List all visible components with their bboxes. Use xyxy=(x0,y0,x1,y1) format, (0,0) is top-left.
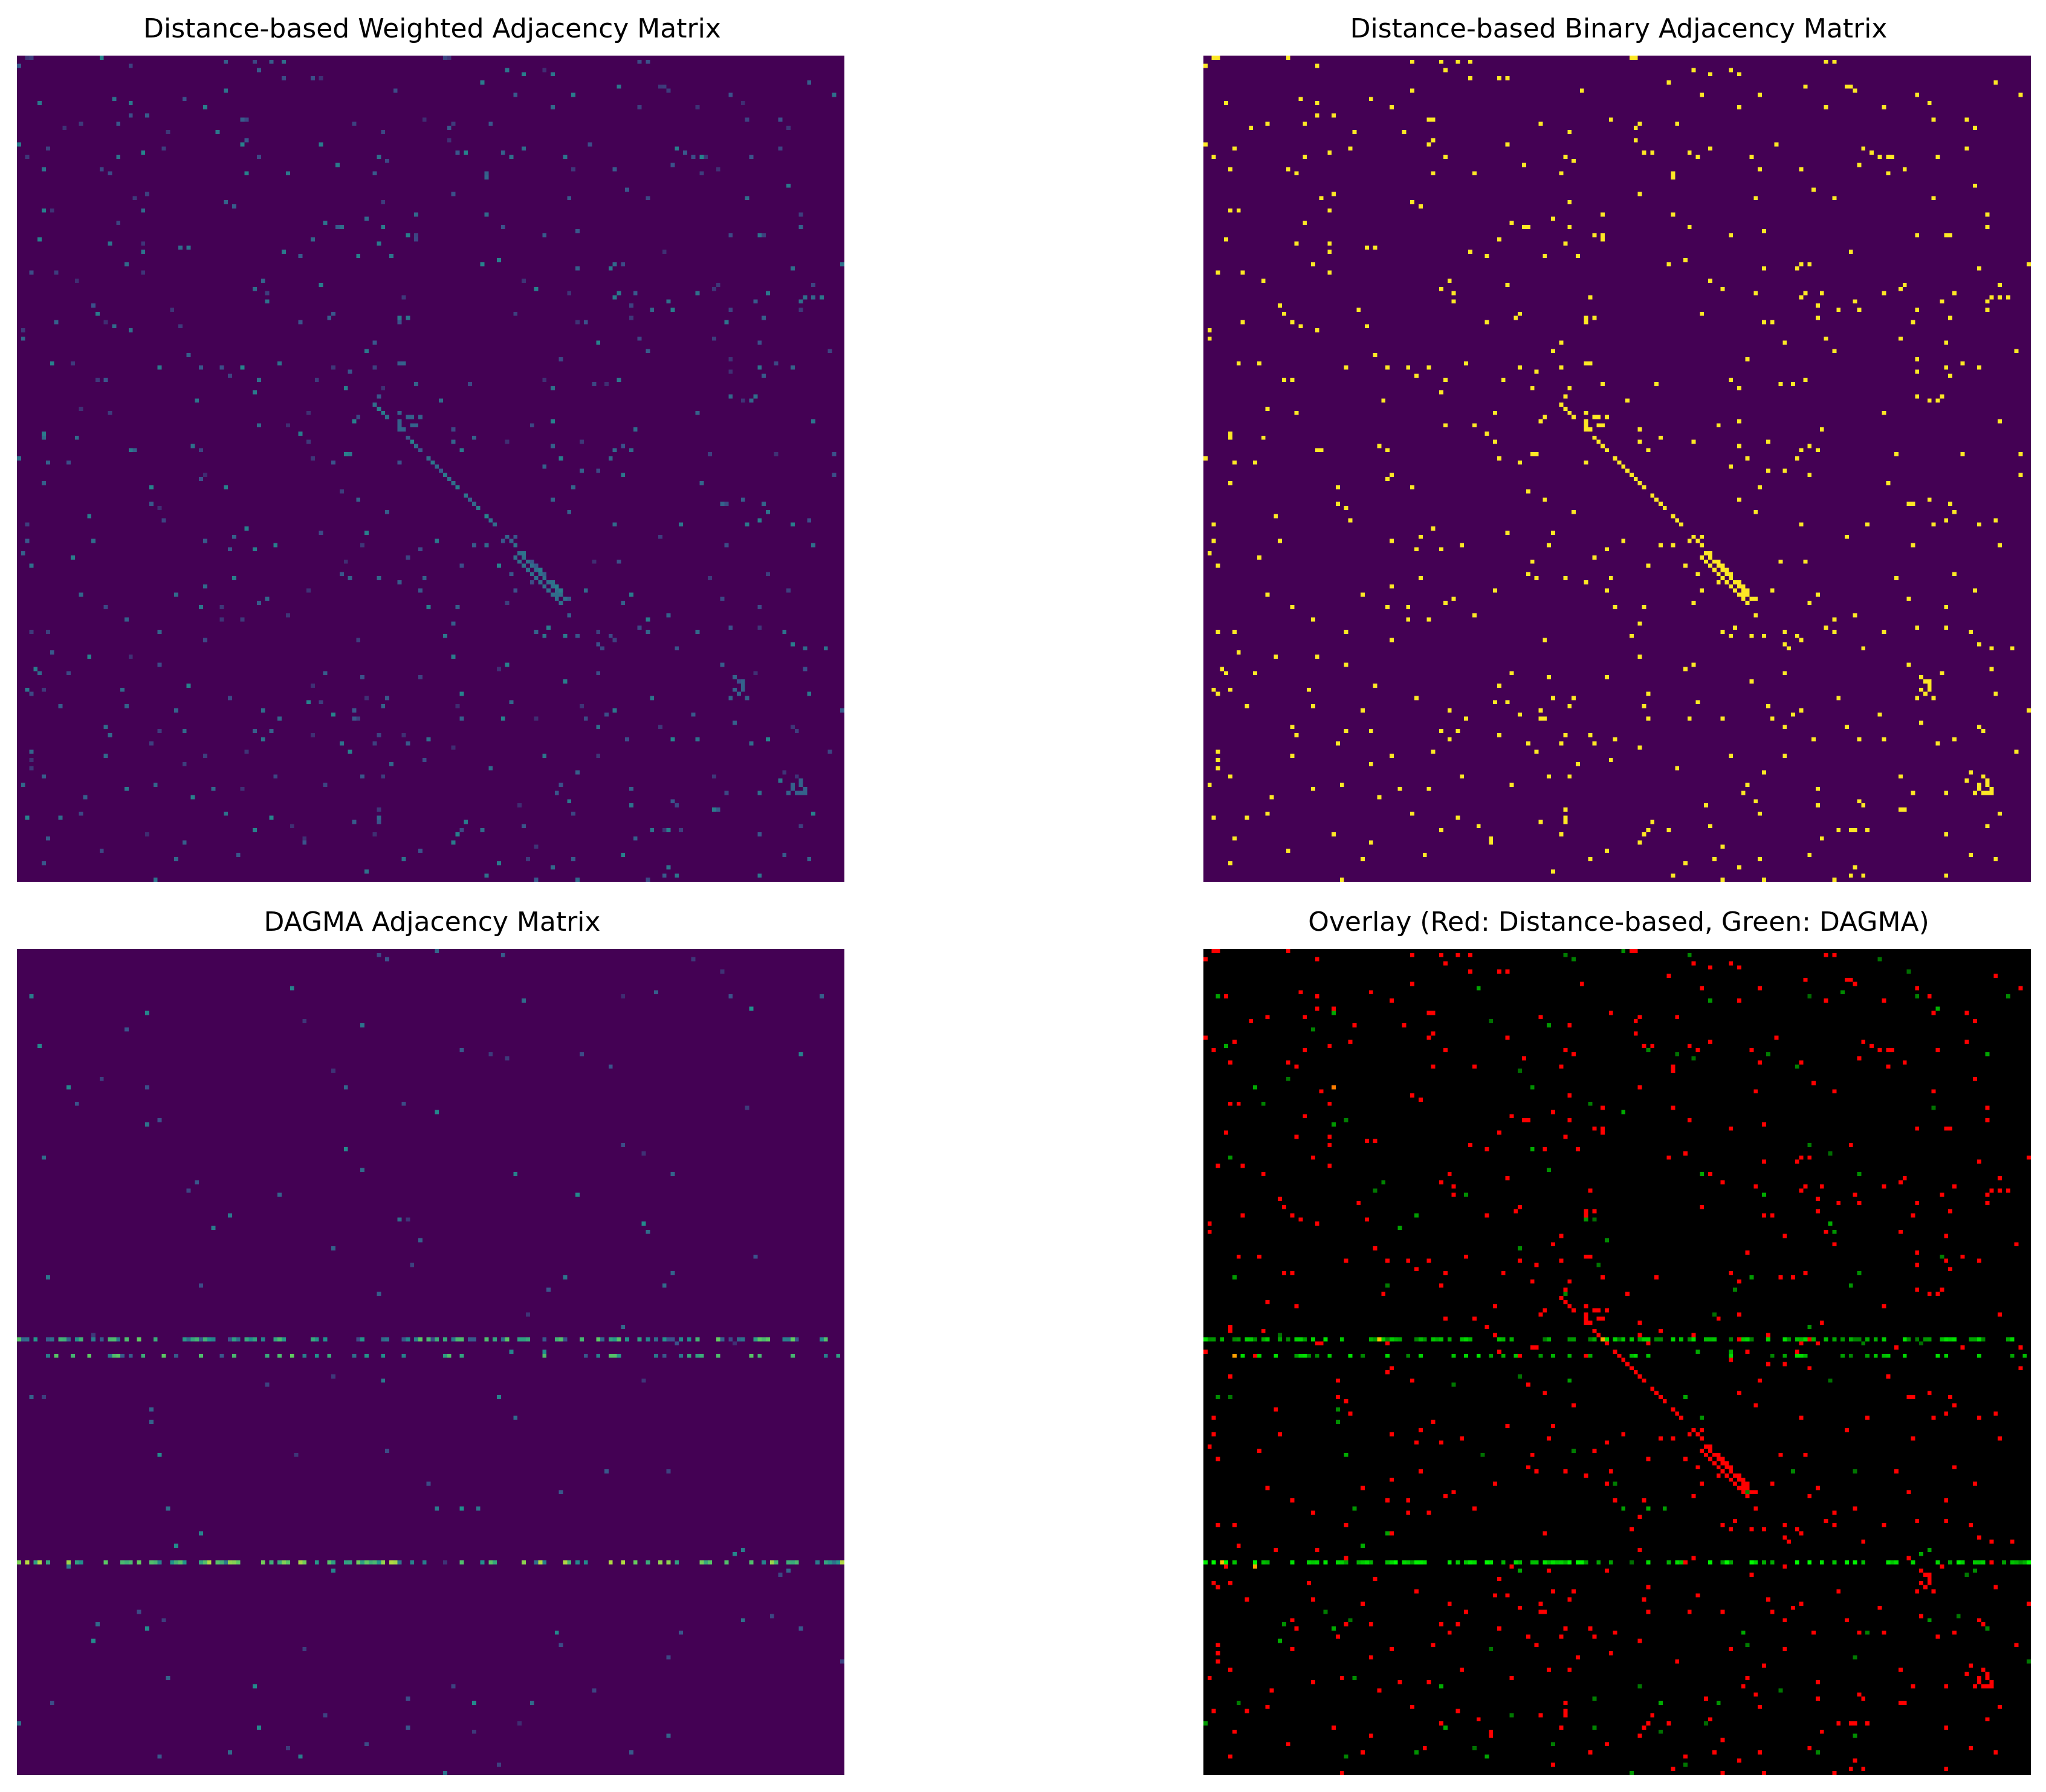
panel-title-overlay: Overlay (Red: Distance-based, Green: DAG… xyxy=(1308,907,1929,937)
weighted-adjacency-heatmap xyxy=(17,56,844,882)
panel-title-dagma: DAGMA Adjacency Matrix xyxy=(264,907,601,937)
overlay-heatmap xyxy=(1203,949,2031,1775)
panel-title-binary: Distance-based Binary Adjacency Matrix xyxy=(1350,13,1888,44)
binary-adjacency-heatmap xyxy=(1203,56,2031,882)
dagma-adjacency-heatmap xyxy=(17,949,844,1775)
panel-title-weighted: Distance-based Weighted Adjacency Matrix xyxy=(143,13,721,44)
